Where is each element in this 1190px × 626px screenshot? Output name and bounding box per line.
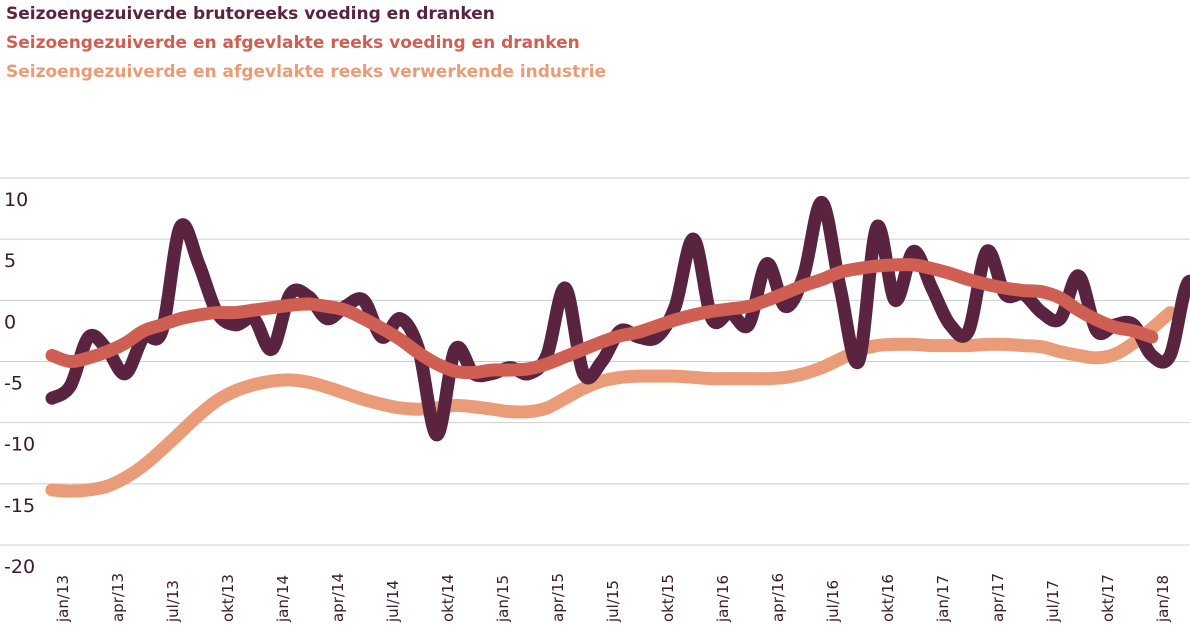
- x-tick-label: apr/13: [109, 573, 127, 622]
- x-tick-label: jul/15: [604, 580, 622, 623]
- y-tick-label: -5: [4, 373, 23, 395]
- x-tick-label: jan/14: [274, 575, 292, 623]
- legend-item-bruto-voeding: Seizoengezuiverde brutoreeks voeding en …: [6, 4, 495, 24]
- y-tick-label: 5: [4, 250, 16, 272]
- y-tick-label: 10: [4, 189, 28, 211]
- x-tick-label: apr/16: [769, 573, 787, 622]
- x-tick-label: jan/18: [1154, 575, 1172, 623]
- legend-item-afgevlakt-voeding: Seizoengezuiverde en afgevlakte reeks vo…: [6, 33, 580, 53]
- series-line-afgevlakt-voeding: [45, 258, 1159, 380]
- x-tick-label: apr/15: [549, 573, 567, 622]
- y-tick-label: -15: [4, 495, 35, 517]
- legend-item-afgevlakt-industrie: Seizoengezuiverde en afgevlakte reeks ve…: [6, 62, 607, 82]
- x-tick-label: jul/13: [164, 580, 182, 623]
- x-tick-label: okt/13: [219, 574, 237, 622]
- x-tick-label: apr/14: [329, 573, 347, 622]
- x-tick-label: apr/17: [989, 573, 1007, 622]
- x-tick-label: okt/14: [439, 574, 457, 622]
- x-tick-label: okt/17: [1099, 574, 1117, 622]
- x-tick-label: jul/17: [1044, 580, 1062, 623]
- y-tick-label: -10: [4, 434, 35, 456]
- series-line-afgevlakt-industrie: [45, 306, 1177, 498]
- x-tick-label: okt/15: [659, 574, 677, 622]
- x-tick-label: jan/16: [714, 575, 732, 623]
- y-tick-label: 0: [4, 311, 16, 333]
- legend: Seizoengezuiverde brutoreeks voeding en …: [6, 0, 606, 87]
- x-tick-label: jan/17: [934, 575, 952, 623]
- x-tick-label: jan/15: [494, 575, 512, 623]
- x-tick-label: jul/14: [384, 580, 402, 623]
- y-tick-label: -20: [4, 556, 35, 578]
- x-tick-label: jan/13: [54, 575, 72, 623]
- x-tick-label: okt/16: [879, 574, 897, 622]
- x-tick-label: jul/16: [824, 580, 842, 623]
